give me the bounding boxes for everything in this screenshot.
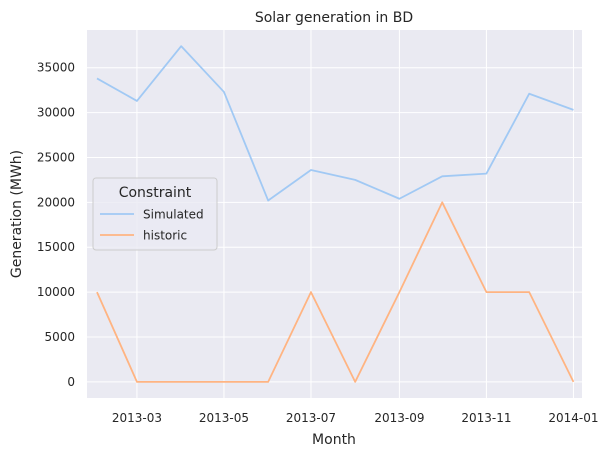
y-tick-label: 30000 [37, 106, 75, 120]
y-tick-label: 15000 [37, 240, 75, 254]
y-tick-label: 20000 [37, 195, 75, 209]
grid [87, 30, 582, 398]
legend-box [92, 177, 218, 251]
y-tick-label: 5000 [44, 330, 75, 344]
series-lines [96, 45, 575, 383]
y-tick-label: 0 [67, 375, 75, 389]
y-axis-title: Generation (MWh) [9, 150, 25, 278]
chart-title: Solar generation in BD [255, 10, 413, 26]
series-line-historic [96, 201, 575, 383]
x-tick-labels: 2013-03 2013-05 2013-07 2013-09 2013-11 2014-… [112, 411, 599, 425]
x-tick-label: 2013-07 [286, 411, 336, 425]
legend-label-simulated: Simulated [143, 208, 204, 222]
x-tick-label: 2014-01 [548, 411, 598, 425]
legend-title: Constraint [119, 185, 192, 201]
y-tick-label: 25000 [37, 150, 75, 164]
series-line-simulated [96, 45, 574, 202]
legend-label-historic: historic [143, 229, 187, 243]
x-tick-label: 2013-11 [461, 411, 511, 425]
y-tick-label: 10000 [37, 285, 75, 299]
y-tick-label: 35000 [37, 61, 75, 75]
x-tick-label: 2013-05 [199, 411, 249, 425]
x-axis-title: Month [312, 432, 356, 448]
legend: Constraint Simulated historic [92, 177, 218, 251]
x-tick-label: 2013-09 [374, 411, 424, 425]
y-tick-labels: 0 5000 10000 15000 20000 25000 30000 35000 [37, 61, 75, 389]
x-tick-label: 2013-03 [112, 411, 162, 425]
